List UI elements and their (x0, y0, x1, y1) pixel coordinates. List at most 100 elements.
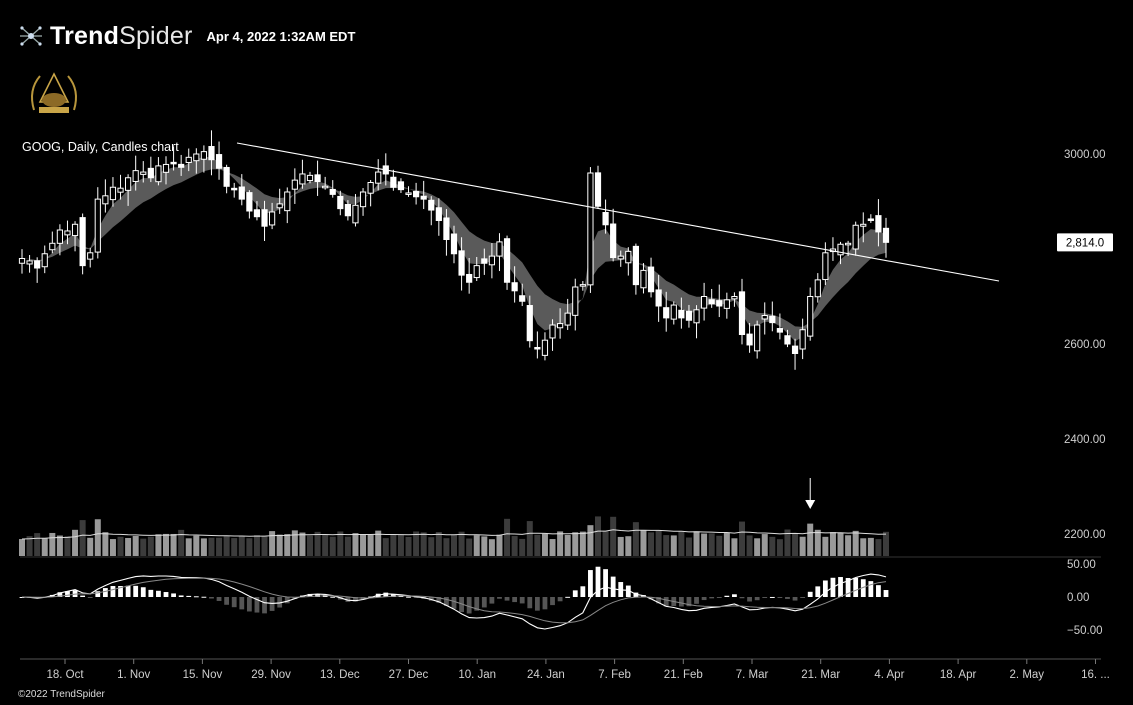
brand-name: TrendSpider (50, 21, 193, 50)
candle-body (261, 209, 268, 227)
candle-body (79, 217, 86, 267)
candle (769, 301, 776, 332)
candle (291, 168, 298, 204)
candle-body (284, 191, 291, 212)
candle (852, 221, 859, 256)
candle-body (253, 209, 261, 218)
candle-body (526, 305, 533, 342)
oscillator-bar (171, 593, 176, 597)
candle (701, 282, 708, 321)
oscillator-bar (277, 597, 283, 608)
candle-body (738, 291, 746, 336)
oscillator-bar (807, 591, 813, 597)
oscillator-bar (102, 588, 108, 597)
volume-bar (579, 531, 586, 556)
candle (617, 250, 624, 267)
oscillator-bar (383, 592, 389, 597)
volume-bar (496, 534, 503, 556)
candle (132, 155, 139, 191)
oscillator-bar (648, 597, 654, 600)
x-tick-label: 15. Nov (183, 669, 223, 681)
candle (352, 194, 359, 227)
candle-body (367, 182, 374, 194)
candle-body (41, 253, 48, 268)
candle (587, 167, 594, 293)
volume-bar (693, 531, 700, 556)
candle-body (413, 191, 420, 198)
candle (867, 214, 874, 223)
volume-bar (109, 539, 116, 556)
oscillator-bar (504, 597, 510, 601)
candle-body (496, 241, 503, 257)
volume-bar (102, 532, 109, 556)
volume-bar (814, 529, 821, 556)
candle-body (693, 309, 700, 324)
candle-body (405, 192, 412, 195)
candle (837, 241, 844, 265)
candle-body (102, 195, 109, 205)
volume-bar (557, 531, 564, 556)
volume-bar (685, 537, 692, 556)
candle-body (94, 198, 101, 253)
candle-body (322, 185, 329, 189)
x-tick-label: 16. ... (1081, 669, 1110, 681)
candle-body (503, 238, 511, 283)
volume-bar (761, 534, 768, 556)
volume-bar (458, 531, 465, 556)
candle (716, 284, 723, 318)
candle-body (56, 229, 63, 244)
candle (276, 188, 283, 214)
candle (875, 199, 882, 247)
oscillator-bar (701, 597, 707, 601)
oscillator-bar (686, 597, 692, 607)
candle-body (344, 203, 351, 217)
candle (185, 148, 192, 172)
volume-bar (397, 535, 404, 556)
candle (738, 278, 746, 345)
candle-body (845, 242, 852, 246)
oscillator-bar (133, 585, 139, 597)
x-tick-label: 27. Dec (389, 669, 429, 681)
candle (564, 298, 571, 330)
candle (375, 159, 382, 191)
candle-body (701, 296, 708, 309)
volume-bar (587, 525, 594, 556)
candle-body (231, 187, 238, 191)
oscillator-bar (224, 597, 230, 605)
candle-body (852, 224, 859, 250)
oscillator-bar (822, 580, 828, 597)
volume-bar (269, 531, 276, 556)
gold-emblem-icon (31, 72, 77, 113)
candle-body (791, 345, 799, 355)
oscillator-bar (595, 566, 601, 597)
volume-bar (87, 537, 94, 556)
oscillator-bar (481, 597, 487, 608)
price-tick-label: 2400.00 (1064, 434, 1106, 446)
candle (337, 190, 344, 216)
candle-body (238, 186, 245, 200)
candle-body (488, 255, 495, 266)
candle (602, 199, 609, 234)
volume-bar (663, 535, 670, 556)
volume-bar (867, 537, 874, 556)
volume-bar (117, 536, 124, 556)
volume-bar (632, 522, 639, 556)
volume-bar (337, 531, 344, 556)
candle-body (882, 227, 890, 243)
candle (269, 202, 276, 230)
candle-body (602, 212, 609, 226)
oscillator-bar (732, 594, 737, 597)
candle-body (34, 260, 41, 269)
oscillator-bar (489, 597, 495, 604)
volume-bar (541, 533, 548, 556)
oscillator-bar (845, 578, 851, 597)
candle (829, 237, 837, 261)
volume-bar (564, 534, 571, 556)
candle (87, 247, 94, 268)
volume-bar (307, 535, 313, 556)
candle-body (193, 153, 200, 162)
volume-bar (147, 536, 154, 556)
volume-bar (41, 538, 48, 556)
candle-body (640, 269, 647, 289)
